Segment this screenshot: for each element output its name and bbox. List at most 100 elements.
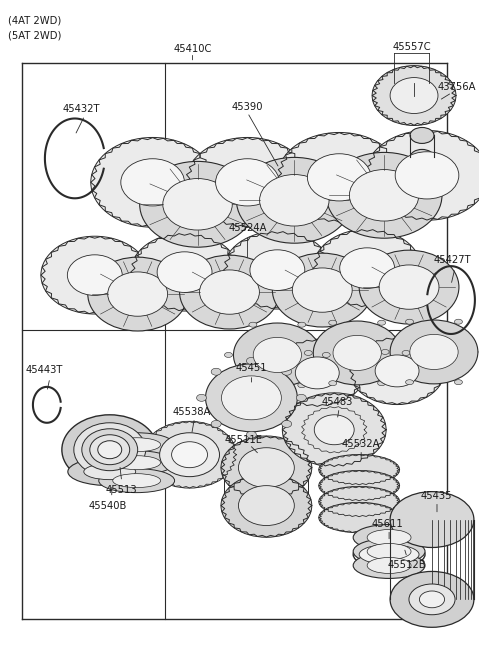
Ellipse shape — [292, 268, 352, 312]
Ellipse shape — [186, 138, 309, 227]
Ellipse shape — [272, 253, 372, 327]
Text: 45532A: 45532A — [342, 439, 381, 449]
Ellipse shape — [319, 455, 399, 485]
Ellipse shape — [157, 252, 212, 293]
Ellipse shape — [319, 486, 399, 517]
Ellipse shape — [200, 270, 259, 314]
Ellipse shape — [205, 364, 297, 432]
Ellipse shape — [319, 470, 399, 501]
Ellipse shape — [246, 431, 256, 438]
Ellipse shape — [225, 352, 232, 358]
Ellipse shape — [113, 474, 161, 487]
Ellipse shape — [359, 250, 459, 324]
Ellipse shape — [121, 159, 184, 206]
Text: 45443T: 45443T — [25, 365, 62, 375]
Ellipse shape — [74, 422, 145, 477]
Ellipse shape — [131, 234, 239, 311]
Ellipse shape — [390, 571, 474, 627]
Ellipse shape — [224, 231, 331, 309]
Ellipse shape — [90, 435, 130, 464]
Ellipse shape — [395, 152, 459, 199]
Ellipse shape — [113, 456, 161, 470]
Ellipse shape — [406, 380, 414, 384]
Ellipse shape — [304, 350, 312, 356]
Ellipse shape — [409, 584, 455, 615]
Ellipse shape — [479, 350, 480, 354]
Text: 45483: 45483 — [322, 397, 353, 407]
Ellipse shape — [113, 438, 161, 452]
Text: 45451: 45451 — [236, 363, 267, 373]
Ellipse shape — [160, 433, 219, 477]
Ellipse shape — [282, 368, 292, 375]
Ellipse shape — [143, 421, 237, 488]
Text: 45557C: 45557C — [393, 41, 432, 52]
Ellipse shape — [140, 161, 255, 247]
Ellipse shape — [270, 339, 365, 407]
Ellipse shape — [180, 255, 279, 329]
Ellipse shape — [211, 420, 221, 428]
Ellipse shape — [99, 468, 175, 493]
Text: 45427T: 45427T — [433, 255, 471, 265]
Ellipse shape — [211, 368, 221, 375]
Ellipse shape — [221, 376, 281, 420]
Ellipse shape — [62, 415, 157, 485]
Ellipse shape — [253, 337, 301, 373]
Text: 45435: 45435 — [420, 491, 452, 501]
Ellipse shape — [455, 319, 462, 324]
Ellipse shape — [367, 558, 411, 573]
Ellipse shape — [296, 394, 306, 401]
Text: (5AT 2WD): (5AT 2WD) — [8, 31, 61, 41]
Text: 43756A: 43756A — [438, 81, 476, 92]
Ellipse shape — [233, 323, 321, 387]
Ellipse shape — [379, 265, 439, 309]
Ellipse shape — [340, 248, 395, 289]
Text: 45512B: 45512B — [388, 560, 426, 571]
Ellipse shape — [365, 131, 480, 220]
Ellipse shape — [239, 448, 294, 487]
Ellipse shape — [172, 441, 207, 468]
Text: 45611: 45611 — [371, 518, 403, 529]
Ellipse shape — [163, 178, 232, 230]
Ellipse shape — [350, 337, 444, 405]
Ellipse shape — [313, 321, 401, 385]
Ellipse shape — [98, 441, 122, 459]
Ellipse shape — [277, 133, 401, 222]
Ellipse shape — [313, 229, 421, 307]
Ellipse shape — [390, 77, 438, 113]
Ellipse shape — [298, 382, 306, 388]
Ellipse shape — [250, 250, 305, 291]
Ellipse shape — [216, 159, 279, 206]
Ellipse shape — [99, 433, 175, 457]
Ellipse shape — [378, 380, 385, 386]
Ellipse shape — [329, 320, 336, 325]
Ellipse shape — [390, 320, 478, 384]
Ellipse shape — [372, 66, 456, 125]
Ellipse shape — [246, 358, 256, 365]
Ellipse shape — [295, 357, 339, 389]
Ellipse shape — [108, 272, 168, 316]
Ellipse shape — [314, 415, 354, 445]
Ellipse shape — [402, 350, 410, 356]
Ellipse shape — [88, 257, 188, 331]
Ellipse shape — [67, 255, 122, 295]
Text: (4AT 2WD): (4AT 2WD) — [8, 16, 61, 26]
Ellipse shape — [249, 322, 257, 327]
Text: 45390: 45390 — [232, 102, 263, 112]
Ellipse shape — [307, 154, 371, 201]
Text: 45524A: 45524A — [228, 223, 267, 234]
Text: 45432T: 45432T — [63, 104, 101, 113]
Ellipse shape — [326, 152, 442, 238]
Ellipse shape — [378, 320, 385, 325]
Ellipse shape — [375, 355, 419, 387]
Ellipse shape — [367, 529, 411, 546]
Ellipse shape — [455, 380, 462, 384]
Ellipse shape — [239, 485, 294, 525]
Ellipse shape — [282, 420, 292, 428]
Ellipse shape — [381, 350, 389, 354]
Ellipse shape — [99, 451, 175, 475]
Ellipse shape — [410, 127, 434, 144]
Ellipse shape — [410, 150, 434, 165]
Text: 45513: 45513 — [106, 485, 138, 495]
Ellipse shape — [329, 380, 336, 386]
Ellipse shape — [249, 382, 257, 388]
